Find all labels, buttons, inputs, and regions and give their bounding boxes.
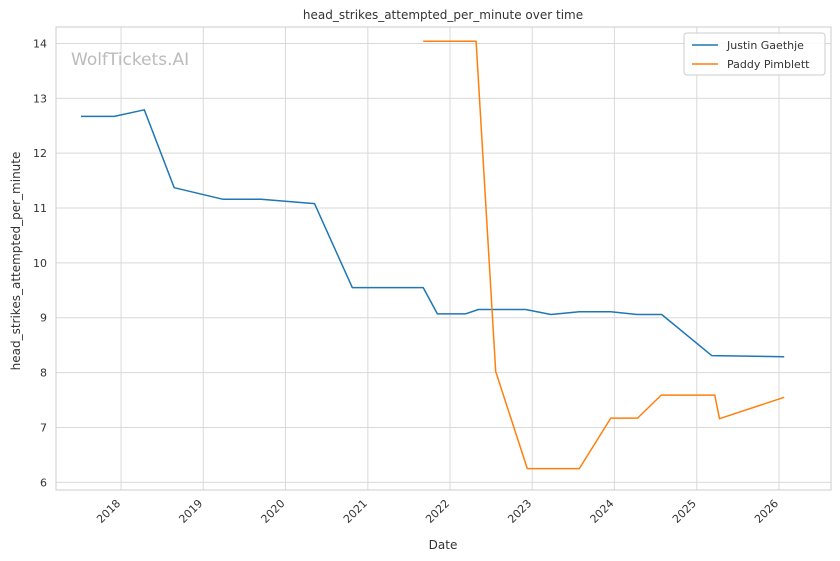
x-tick-label: 2025 [670, 497, 699, 526]
y-tick-label: 11 [33, 202, 47, 215]
x-tick-labels: 2018 2019 2020 2021 2022 2023 2024 2025 2026 [94, 497, 781, 526]
y-tick-label: 7 [40, 421, 47, 434]
y-tick-label: 6 [40, 476, 47, 489]
y-axis-label: head_strikes_attempted_per_minute [9, 152, 23, 371]
legend-label-paddy-pimblett: Paddy Pimblett [727, 58, 810, 71]
x-tick-label: 2021 [341, 497, 370, 526]
plot-background [56, 27, 831, 490]
grid-lines [56, 27, 831, 490]
plot-frame [55, 26, 832, 491]
y-tick-label: 9 [40, 312, 47, 325]
y-tick-label: 12 [33, 147, 47, 160]
legend: Justin Gaethje Paddy Pimblett [683, 32, 826, 76]
x-tick-label: 2022 [423, 497, 452, 526]
chart-title: head_strikes_attempted_per_minute over t… [303, 8, 583, 22]
x-tick-label: 2024 [588, 497, 617, 526]
series-lines [81, 40, 785, 470]
y-tick-label: 14 [33, 37, 47, 50]
legend-label-justin-gaethje: Justin Gaethje [726, 39, 804, 52]
legend-box [683, 32, 826, 76]
y-tick-label: 8 [40, 367, 47, 380]
y-tick-label: 13 [33, 92, 47, 105]
x-tick-label: 2023 [505, 497, 534, 526]
y-tick-label: 10 [33, 257, 47, 270]
x-axis-label: Date [429, 538, 458, 552]
x-tick-label: 2018 [94, 497, 123, 526]
series-line-justin-gaethje [81, 109, 785, 358]
x-tick-label: 2020 [259, 497, 288, 526]
series-line-paddy-pimblett [423, 40, 785, 470]
x-tick-label: 2019 [176, 497, 205, 526]
y-tick-labels: 6 7 8 9 10 11 12 13 14 [33, 37, 47, 489]
x-tick-label: 2026 [752, 497, 781, 526]
watermark: WolfTickets.AI [71, 50, 189, 70]
